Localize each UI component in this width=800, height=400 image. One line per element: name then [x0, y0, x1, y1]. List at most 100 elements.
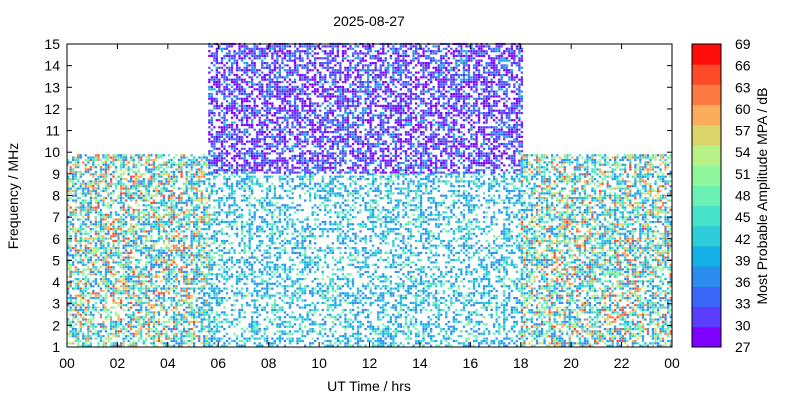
heatmap-cell [183, 251, 186, 254]
heatmap-cell [190, 201, 193, 204]
heatmap-cell [147, 199, 150, 202]
heatmap-cell [351, 152, 355, 155]
heatmap-cell [215, 102, 218, 105]
heatmap-cell [87, 204, 90, 207]
heatmap-cell [341, 114, 345, 117]
heatmap-cell [69, 330, 72, 333]
heatmap-cell [82, 192, 85, 195]
heatmap-cell [165, 213, 168, 216]
heatmap-cell [223, 169, 226, 172]
heatmap-cell [185, 270, 188, 273]
heatmap-cell [114, 211, 118, 214]
heatmap-cell [175, 180, 178, 183]
heatmap-cell [205, 173, 208, 176]
heatmap-cell [319, 78, 322, 81]
heatmap-cell [137, 275, 140, 278]
heatmap-cell [140, 270, 143, 273]
heatmap-cell [157, 228, 161, 231]
heatmap-cell [304, 85, 307, 88]
heatmap-cell [92, 263, 95, 266]
heatmap-cell [321, 85, 324, 88]
heatmap-cell [251, 90, 254, 93]
heatmap-cell [122, 230, 125, 233]
heatmap-cell [89, 251, 92, 254]
heatmap-cell [190, 280, 193, 283]
heatmap-cell [210, 135, 213, 138]
heatmap-cell [268, 78, 271, 81]
heatmap-cell [205, 163, 208, 166]
heatmap-cell [172, 192, 176, 195]
heatmap-cell [210, 69, 213, 72]
heatmap-cell [117, 297, 120, 300]
heatmap-cell [142, 301, 145, 304]
heatmap-cell [172, 318, 176, 321]
heatmap-cell [351, 47, 355, 50]
heatmap-cell [94, 216, 97, 219]
heatmap-cell [107, 192, 110, 195]
heatmap-cell [344, 150, 347, 153]
heatmap-cell [142, 230, 145, 233]
heatmap-cell [104, 261, 108, 264]
heatmap-cell [155, 223, 158, 226]
heatmap-cell [243, 116, 246, 119]
heatmap-cell [311, 171, 314, 174]
heatmap-cell [276, 62, 279, 65]
heatmap-cell [135, 173, 138, 176]
heatmap-cell [152, 178, 155, 181]
heatmap-cell [160, 154, 163, 157]
heatmap-cell [200, 254, 203, 257]
heatmap-cell [102, 282, 105, 285]
heatmap-cell [190, 182, 193, 185]
heatmap-cell [89, 285, 92, 288]
heatmap-cell [218, 45, 221, 48]
heatmap-cell [79, 256, 82, 259]
heatmap-cell [160, 308, 163, 312]
heatmap-cell [94, 254, 97, 257]
heatmap-cell [99, 247, 103, 250]
heatmap-cell [140, 182, 143, 185]
heatmap-cell [258, 131, 261, 134]
heatmap-cell [341, 71, 345, 74]
heatmap-cell [329, 152, 332, 155]
heatmap-cell [339, 92, 342, 96]
heatmap-cell [114, 230, 118, 233]
heatmap-cell [246, 109, 249, 112]
heatmap-cell [306, 142, 309, 146]
heatmap-cell [354, 95, 357, 98]
heatmap-cell [238, 88, 241, 91]
heatmap-cell [104, 306, 108, 309]
heatmap-cell [268, 81, 271, 84]
heatmap-cell [147, 325, 150, 328]
heatmap-cell [94, 278, 97, 281]
heatmap-cell [122, 166, 125, 169]
heatmap-cell [74, 313, 77, 316]
heatmap-cell [256, 45, 259, 48]
heatmap-cell [165, 180, 168, 183]
heatmap-cell [258, 57, 261, 60]
heatmap-cell [132, 156, 135, 159]
heatmap-cell [329, 166, 332, 169]
heatmap-cell [213, 162, 216, 165]
heatmap-cell [193, 211, 196, 214]
heatmap-cell [84, 289, 87, 293]
heatmap-cell [92, 328, 95, 331]
heatmap-cell [74, 228, 77, 231]
heatmap-cell [170, 330, 173, 333]
heatmap-cell [341, 135, 345, 138]
heatmap-cell [203, 335, 206, 338]
heatmap-cell [125, 285, 128, 288]
heatmap-cell [145, 235, 148, 238]
heatmap-cell [346, 171, 350, 174]
heatmap-cell [223, 116, 226, 119]
heatmap-cell [361, 116, 365, 119]
heatmap-cell [223, 140, 226, 143]
heatmap-cell [183, 235, 186, 238]
heatmap-cell [188, 332, 191, 335]
heatmap-cell [334, 131, 337, 134]
heatmap-cell [137, 154, 140, 157]
heatmap-cell [177, 304, 181, 307]
heatmap-cell [114, 199, 118, 202]
heatmap-cell [334, 169, 337, 172]
heatmap-cell [162, 182, 166, 185]
heatmap-cell [150, 342, 153, 345]
